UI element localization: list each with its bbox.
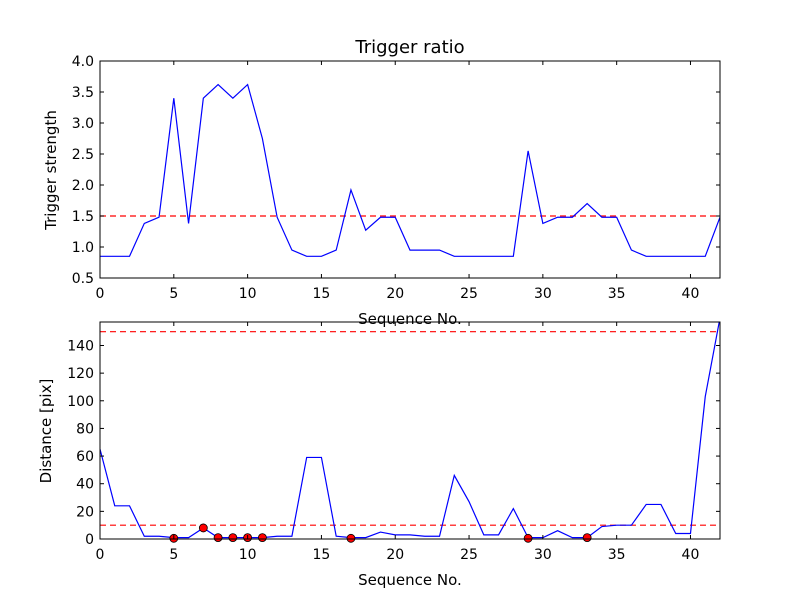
y-tick-label: 2.5 — [72, 147, 94, 163]
clipped-layer — [100, 83, 720, 257]
y-tick-label: 40 — [76, 477, 94, 493]
x-axis-label: Sequence No. — [358, 310, 462, 328]
x-tick-label: 5 — [169, 547, 178, 563]
x-tick-label: 20 — [386, 547, 404, 563]
plot-area — [99, 60, 721, 279]
data-point — [257, 533, 267, 543]
y-tick-label: 100 — [67, 394, 94, 410]
y-axis-ticks: 0 20 40 60 80 100 120 140 — [67, 338, 720, 548]
data-point — [523, 533, 533, 543]
x-tick-label: 25 — [460, 547, 478, 563]
chart-title: Trigger ratio — [354, 37, 464, 58]
x-tick-label: 40 — [682, 286, 700, 302]
y-tick-label: 120 — [67, 366, 94, 382]
axes-frame — [99, 60, 721, 279]
x-tick-label: 5 — [169, 286, 178, 302]
x-tick-label: 30 — [534, 286, 552, 302]
x-axis-label: Sequence No. — [358, 571, 462, 589]
x-axis-ticks: 0 5 10 15 20 25 30 35 40 — [96, 322, 700, 563]
y-tick-label: 1.5 — [72, 209, 94, 225]
x-tick-label: 40 — [682, 547, 700, 563]
x-tick-label: 25 — [460, 286, 478, 302]
y-axis-ticks: 0.5 1.0 1.5 2.0 2.5 3.0 3.5 4.0 — [72, 54, 720, 287]
x-tick-label: 20 — [386, 286, 404, 302]
y-tick-label: 3.5 — [72, 85, 94, 101]
data-point — [228, 533, 238, 543]
y-tick-label: 3.0 — [72, 116, 94, 132]
plot-area — [99, 321, 721, 543]
subplot-distance: 0 5 10 15 20 25 30 35 40 0 20 40 60 80 100 120 140 Sequ… — [37, 321, 721, 589]
y-axis-label: Trigger strength — [42, 110, 60, 231]
data-point — [582, 533, 592, 543]
y-tick-label: 0 — [85, 532, 94, 548]
x-tick-label: 30 — [534, 547, 552, 563]
y-axis-label: Distance [pix] — [37, 379, 55, 484]
y-tick-label: 80 — [76, 421, 94, 437]
x-tick-label: 15 — [313, 286, 331, 302]
x-tick-label: 35 — [608, 286, 626, 302]
y-tick-label: 1.0 — [72, 240, 94, 256]
x-tick-label: 15 — [313, 547, 331, 563]
data-point — [346, 533, 356, 543]
y-tick-label: 4.0 — [72, 54, 94, 70]
x-tick-label: 10 — [239, 547, 257, 563]
y-tick-label: 20 — [76, 504, 94, 520]
x-tick-label: 10 — [239, 286, 257, 302]
x-tick-label: 0 — [96, 547, 105, 563]
y-tick-label: 0.5 — [72, 271, 94, 287]
y-tick-label: 60 — [76, 449, 94, 465]
x-axis-ticks: 0 5 10 15 20 25 30 35 40 — [96, 61, 700, 302]
data-point — [213, 533, 223, 543]
x-tick-label: 0 — [96, 286, 105, 302]
y-tick-label: 140 — [67, 338, 94, 354]
axes-frame — [99, 321, 721, 540]
subplot-trigger-ratio: Trigger ratio 0 5 10 15 20 25 30 35 40 0.5 1.0 1.5… — [42, 37, 721, 328]
data-point — [198, 523, 208, 533]
series-line — [100, 83, 720, 257]
y-tick-label: 2.0 — [72, 178, 94, 194]
x-tick-label: 35 — [608, 547, 626, 563]
